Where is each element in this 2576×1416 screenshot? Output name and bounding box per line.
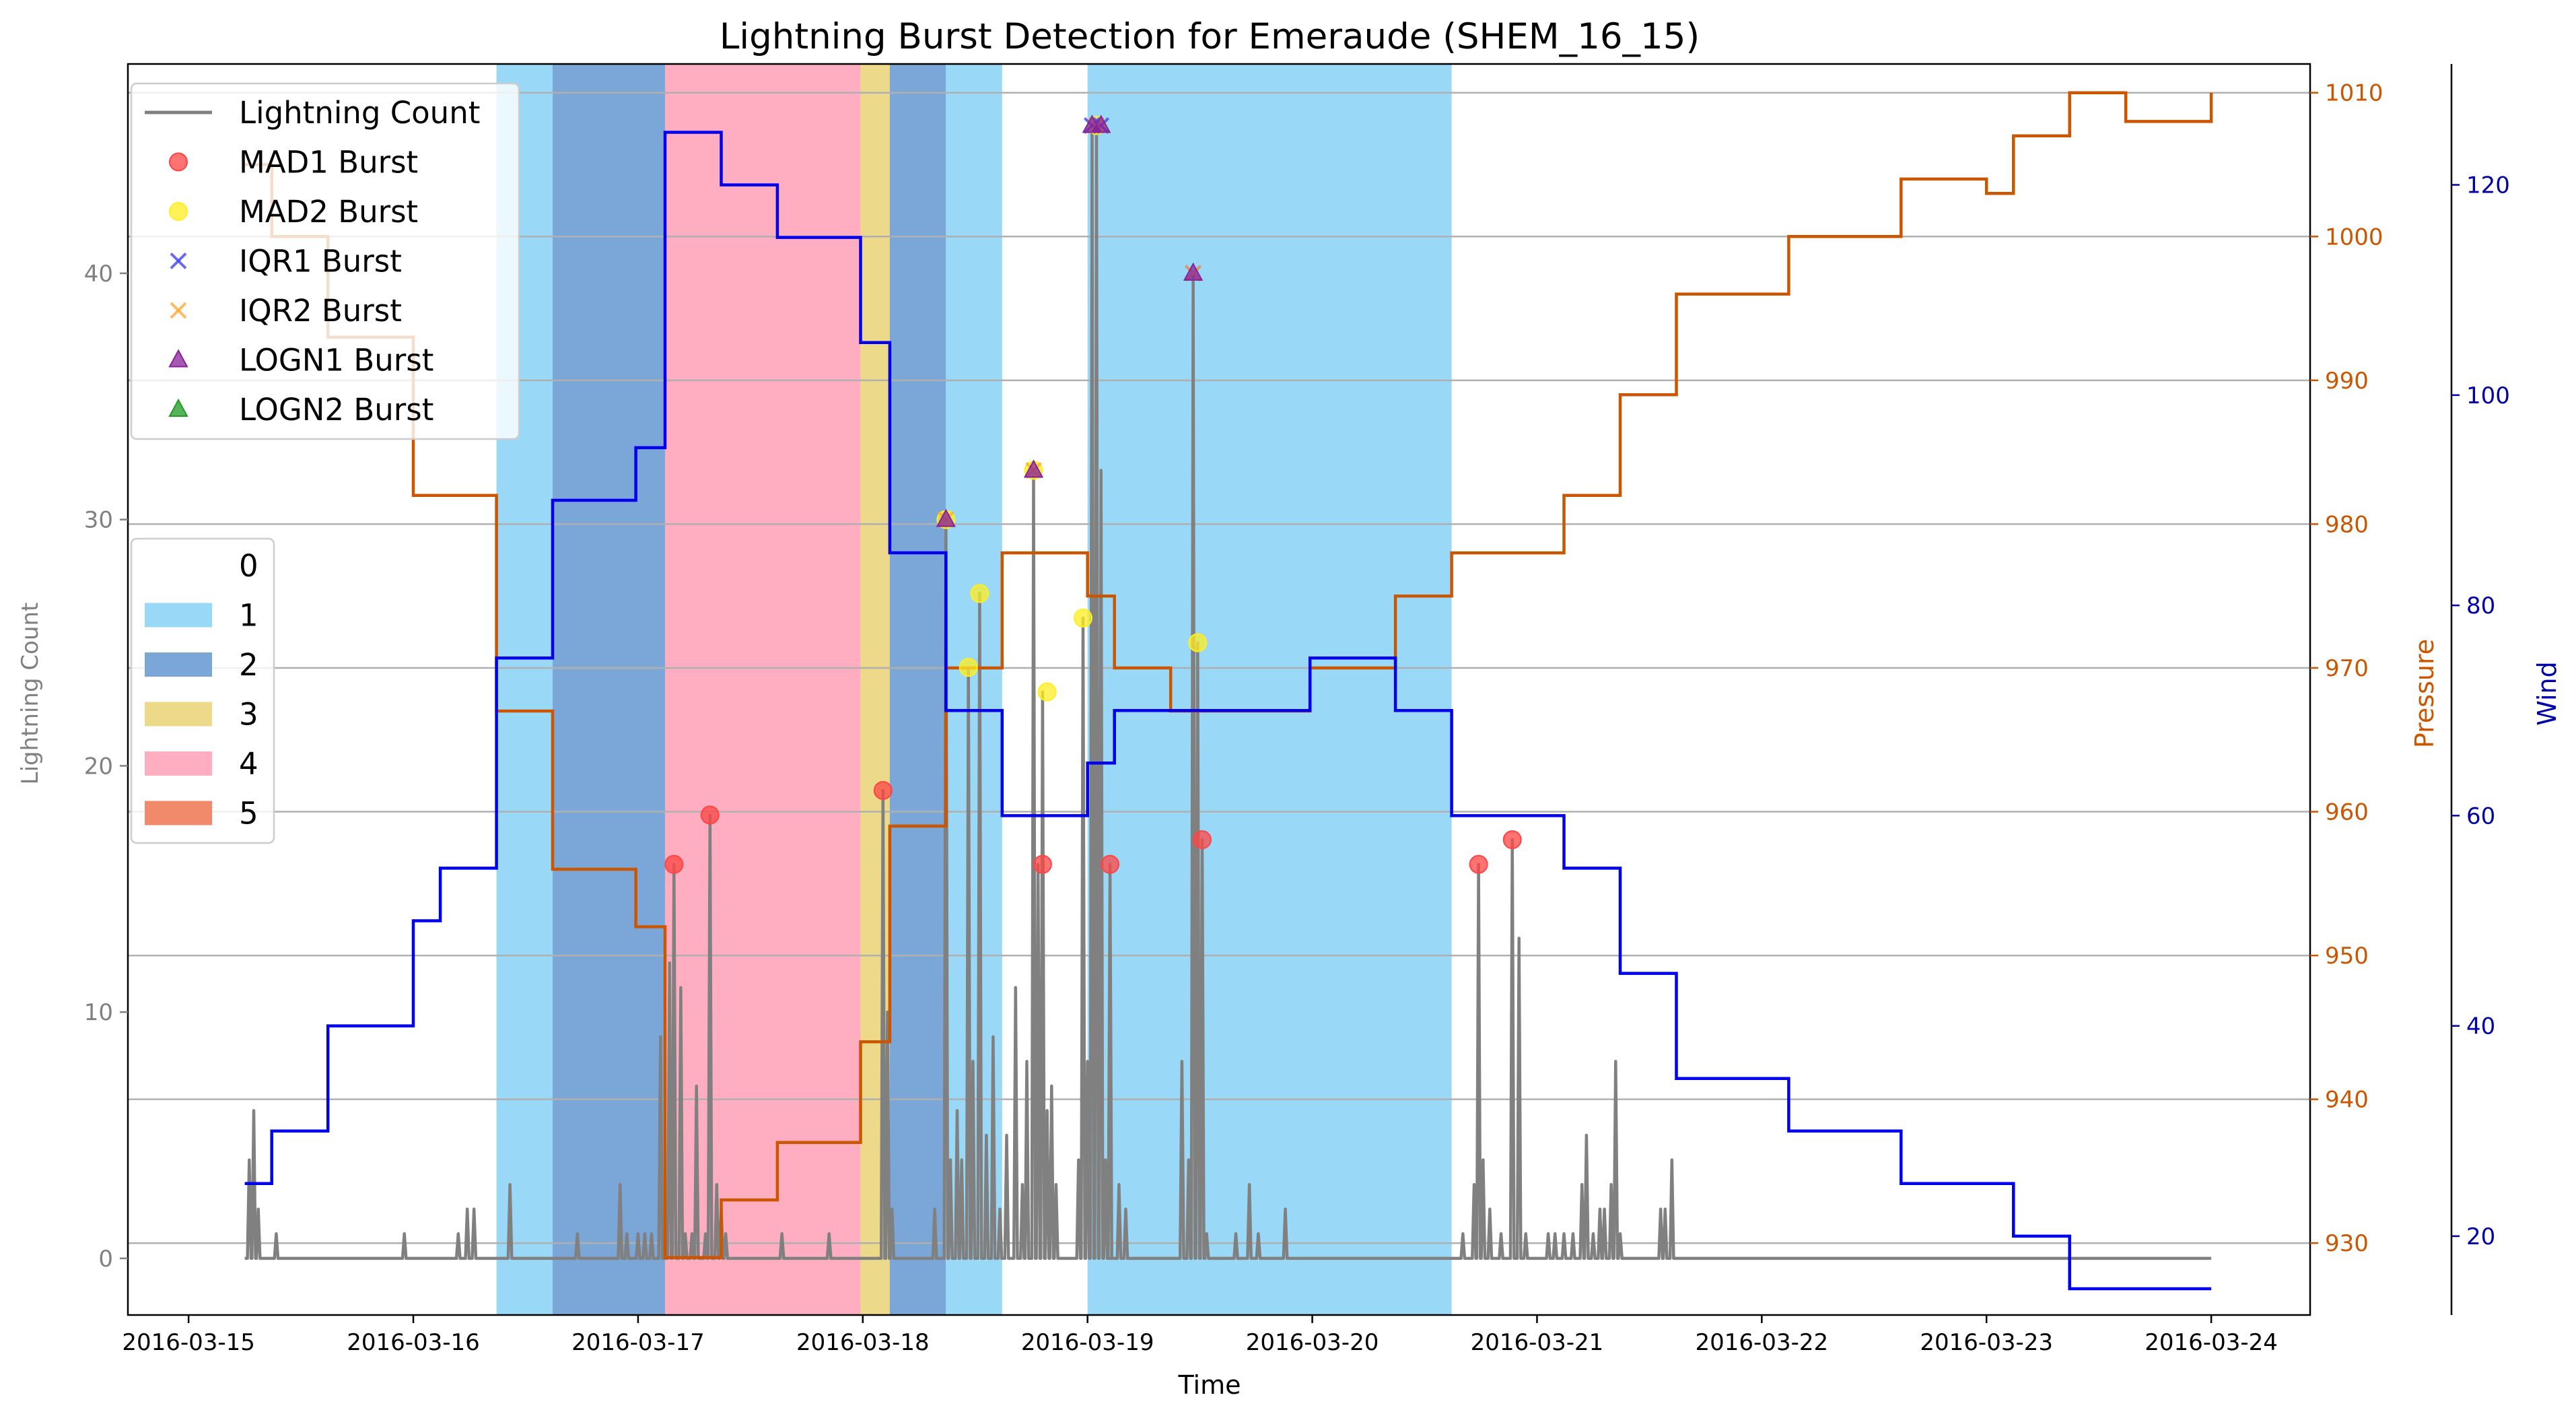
- mad1-burst-point-2: [873, 780, 893, 800]
- legend-category-label-5: 5: [239, 796, 258, 832]
- logn1-burst-point-1: [1023, 459, 1044, 478]
- mad2-burst-point-1: [959, 658, 978, 677]
- category-bands: [496, 64, 1452, 1315]
- legend-label-logn1: LOGN1 Burst: [239, 343, 433, 378]
- legend-swatch-logn2: [168, 398, 188, 417]
- legend-swatch-iqr1: [170, 252, 187, 269]
- legend-label-iqr1: IQR1 Burst: [239, 244, 402, 279]
- axes: 2016-03-15 2016-03-16 2016-03-17 2016-03-18…: [84, 63, 2510, 1356]
- category-band-2: [664, 64, 861, 1315]
- x-tick-label-4: 2016-03-19: [1021, 1329, 1154, 1356]
- x-tick-label-6: 2016-03-21: [1471, 1329, 1604, 1356]
- plot-frame: [127, 63, 2311, 1316]
- legend-category-swatch-3: [145, 702, 212, 727]
- mad1-burst-point-1: [700, 805, 720, 825]
- left-tick-label-2: 20: [84, 753, 113, 780]
- logn1-burst-point-0: [936, 508, 956, 527]
- legend-swatch-iqr2-b: [170, 302, 187, 319]
- y-axis-label-lightning: Lightning Count: [17, 603, 44, 785]
- mad1-burst-point-6: [1469, 854, 1488, 874]
- wind-tick-label-1: 40: [2466, 1013, 2495, 1040]
- mad2-burst-point-4: [1037, 682, 1057, 702]
- mad1-burst-point-4: [1101, 854, 1120, 874]
- mad1-burst-point-3: [1033, 854, 1052, 874]
- x-tick-label-5: 2016-03-20: [1246, 1329, 1379, 1356]
- legend-label-lightning: Lightning Count: [239, 95, 480, 131]
- mad1-burst-point-7: [1502, 830, 1522, 850]
- mad2-burst-point-2: [970, 584, 989, 603]
- legend-category-label-4: 4: [239, 746, 258, 782]
- mad2-burst-point-5: [1074, 608, 1093, 628]
- legend-label-mad2: MAD2 Burst: [239, 194, 418, 230]
- legend-swatch-mad1: [169, 152, 188, 172]
- pressure-tick-label-1: 940: [2325, 1087, 2369, 1114]
- y-axis-label-wind: Wind: [2532, 661, 2562, 726]
- category-band-6: [1087, 64, 1452, 1315]
- pressure-tick-label-7: 1000: [2325, 224, 2383, 250]
- pressure-tick-label-5: 980: [2325, 511, 2369, 538]
- legend-category-label-2: 2: [239, 647, 258, 683]
- x-axis-label: Time: [1178, 1370, 1241, 1400]
- x-tick-label-2: 2016-03-17: [571, 1329, 705, 1356]
- category-band-1: [553, 64, 665, 1315]
- wind-line: [244, 131, 2212, 1291]
- pressure-tick-label-2: 950: [2325, 943, 2369, 970]
- wind-tick-label-4: 100: [2466, 382, 2510, 409]
- wind-tick-label-2: 60: [2466, 803, 2495, 830]
- legend-category-swatch-4: [145, 751, 212, 776]
- x-tick-label-7: 2016-03-22: [1696, 1329, 1829, 1356]
- wind-tick-label-0: 20: [2466, 1223, 2495, 1250]
- mad1-burst-point-5: [1192, 830, 1212, 850]
- mad1-burst-point-0: [664, 854, 684, 874]
- pressure-tick-label-3: 960: [2325, 799, 2369, 826]
- mad2-burst-point-7: [1188, 633, 1208, 652]
- legend-swatch-iqr2: [170, 302, 187, 319]
- x-tick-label-1: 2016-03-16: [347, 1329, 480, 1356]
- x-tick-label-0: 2016-03-15: [122, 1329, 255, 1356]
- legend-label-iqr2: IQR2 Burst: [239, 293, 402, 329]
- pressure-tick-label-8: 1010: [2325, 80, 2383, 107]
- pressure-tick-label-4: 970: [2325, 655, 2369, 682]
- legend-label-logn2: LOGN2 Burst: [239, 392, 433, 428]
- series-lines: [244, 91, 2213, 1291]
- legend-category-swatch-2: [145, 652, 212, 677]
- legend-category-label-0: 0: [239, 548, 258, 584]
- logn1-burst-point-3: [1091, 114, 1111, 133]
- pressure-tick-label-0: 930: [2325, 1230, 2369, 1257]
- category-band-4: [889, 64, 946, 1315]
- legend-swatch-mad2: [169, 202, 188, 221]
- logn1-burst-point-4: [1183, 262, 1204, 281]
- left-tick-label-1: 10: [84, 999, 113, 1026]
- wind-tick-label-5: 120: [2466, 172, 2510, 199]
- chart-title: Lightning Burst Detection for Emeraude (…: [720, 16, 1700, 57]
- y-axis-label-pressure: Pressure: [2410, 639, 2439, 748]
- legend-category-label-1: 1: [239, 598, 258, 634]
- x-tick-label-8: 2016-03-23: [1920, 1329, 2053, 1356]
- legend-swatch-logn1: [168, 349, 188, 368]
- pressure-tick-label-6: 990: [2325, 368, 2369, 395]
- legend-category-swatch-5: [145, 801, 212, 825]
- x-tick-label-9: 2016-03-24: [2145, 1329, 2278, 1356]
- wind-tick-label-3: 80: [2466, 593, 2495, 619]
- legend-series: Lightning Count MAD1 Burst MAD2 Burst IQR1 …: [130, 82, 520, 440]
- left-tick-label-4: 40: [84, 261, 113, 288]
- left-tick-label-3: 30: [84, 507, 113, 534]
- legends: Lightning Count MAD1 Burst MAD2 Burst IQR1 …: [130, 82, 520, 844]
- legend-category-label-3: 3: [239, 697, 258, 733]
- legend-category-swatch-1: [145, 603, 212, 628]
- left-tick-label-0: 0: [98, 1246, 113, 1273]
- legend-label-mad1: MAD1 Burst: [239, 145, 418, 180]
- legend-series-box: [130, 82, 520, 440]
- pressure-line: [244, 91, 2213, 1259]
- legend-swatch-iqr1-b: [170, 252, 187, 269]
- x-tick-label-3: 2016-03-18: [796, 1329, 930, 1356]
- lightning-count-line: [244, 124, 2212, 1260]
- legend-categories: 0 1 2 3 4 5: [130, 537, 275, 844]
- burst-markers: [664, 114, 1522, 874]
